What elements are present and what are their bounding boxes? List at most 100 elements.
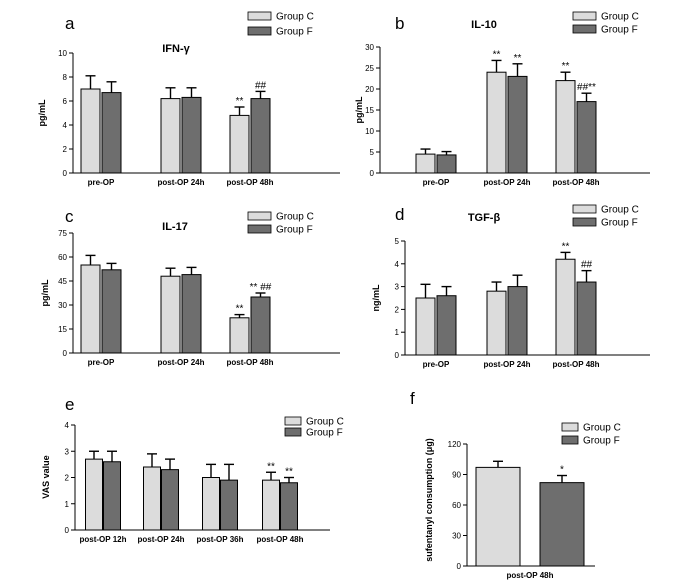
bar-group-c bbox=[486, 290, 507, 356]
legend-label: Group C bbox=[306, 417, 344, 428]
legend-swatch-group-c bbox=[572, 204, 597, 214]
y-tick-label: 6 bbox=[63, 97, 68, 106]
y-tick-label: 60 bbox=[58, 253, 67, 262]
significance-marker: ** bbox=[236, 96, 244, 107]
panel-letter: f bbox=[410, 389, 415, 408]
y-tick-label: 2 bbox=[63, 145, 68, 154]
bar-group-f bbox=[436, 295, 457, 356]
x-category-label: post-OP 24h bbox=[484, 178, 531, 187]
legend-swatch-group-c bbox=[572, 11, 597, 21]
legend-label: Group C bbox=[276, 12, 314, 23]
y-tick-label: 15 bbox=[58, 325, 67, 334]
chart-title: TGF-β bbox=[468, 212, 501, 224]
chart-panel-f: f Group C Group F 0 30 60 90 120 sufentanyl cons… bbox=[410, 389, 621, 580]
y-tick-label: 0 bbox=[370, 169, 375, 178]
chart-title: IL-17 bbox=[162, 221, 188, 233]
x-category-label: post-OP 24h bbox=[138, 535, 185, 544]
y-tick-label: 10 bbox=[365, 127, 374, 136]
legend-swatch-group-f bbox=[572, 24, 597, 34]
chart-title: IL-10 bbox=[471, 19, 497, 31]
chart-panel-a: a IFN-γ Group C Group F 0 2 4 6 8 10 pg/mL pre-OP po… bbox=[37, 11, 340, 187]
significance-marker: * bbox=[560, 465, 564, 476]
y-tick-label: 15 bbox=[365, 106, 374, 115]
bar-group-c bbox=[160, 98, 181, 174]
x-category-label: post-OP 48h bbox=[227, 178, 274, 187]
y-tick-label: 0 bbox=[395, 351, 400, 360]
bar-group-c bbox=[143, 466, 161, 531]
y-tick-label: 4 bbox=[63, 121, 68, 130]
y-axis-label: ng/mL bbox=[371, 284, 381, 311]
y-tick-label: 2 bbox=[395, 305, 400, 314]
y-tick-label: 1 bbox=[65, 500, 70, 509]
significance-marker: ** bbox=[285, 467, 293, 478]
y-tick-label: 4 bbox=[395, 260, 400, 269]
legend-label: Group F bbox=[306, 428, 343, 439]
y-tick-label: 8 bbox=[63, 73, 68, 82]
bar-group-c bbox=[160, 275, 181, 354]
bar-group-f bbox=[576, 101, 597, 174]
y-tick-label: 3 bbox=[395, 283, 400, 292]
panel-letter: e bbox=[65, 395, 74, 414]
y-tick-label: 25 bbox=[365, 64, 374, 73]
y-axis-label: VAS value bbox=[41, 455, 51, 498]
chart-panel-d: d TGF-β Group C Group F 0 1 2 3 4 5 ng/mL pre-OP pos… bbox=[371, 204, 650, 369]
x-category-label: post-OP 48h bbox=[227, 358, 274, 367]
y-tick-label: 0 bbox=[63, 169, 68, 178]
bar-group-c bbox=[85, 458, 103, 531]
bar-group-f bbox=[280, 482, 298, 531]
x-category-label: post-OP 24h bbox=[484, 360, 531, 369]
legend-label: Group C bbox=[276, 212, 314, 223]
bar-group-f bbox=[250, 296, 271, 354]
significance-marker: ** bbox=[267, 461, 275, 472]
y-tick-label: 0 bbox=[63, 349, 68, 358]
significance-marker: ** bbox=[493, 49, 501, 60]
x-category-label: post-OP 24h bbox=[158, 358, 205, 367]
bar-group-f bbox=[220, 479, 238, 531]
y-tick-label: 4 bbox=[65, 421, 70, 430]
bar-group-c bbox=[415, 153, 436, 174]
y-tick-label: 30 bbox=[365, 43, 374, 52]
legend-swatch-group-c bbox=[284, 416, 302, 426]
bar-group-c bbox=[262, 479, 280, 531]
bar-group-c bbox=[202, 477, 220, 531]
bar-group-c bbox=[80, 88, 101, 174]
legend-swatch-group-f bbox=[561, 435, 579, 445]
bar-group-f bbox=[539, 482, 585, 567]
legend-label: Group C bbox=[601, 205, 639, 216]
significance-marker: ##** bbox=[577, 82, 596, 93]
chart-panel-b: b IL-10 Group C Group F 0 5 10 15 20 25 30 pg/mL pre… bbox=[354, 11, 650, 187]
x-category-label: pre-OP bbox=[423, 178, 450, 187]
bar-group-c bbox=[80, 264, 101, 354]
significance-marker: ## bbox=[255, 80, 267, 91]
y-tick-label: 5 bbox=[395, 237, 400, 246]
legend-swatch-group-c bbox=[247, 211, 272, 221]
y-tick-label: 0 bbox=[457, 562, 462, 571]
legend-swatch-group-c bbox=[247, 11, 272, 21]
legend-swatch-group-f bbox=[247, 224, 272, 234]
bar-group-f bbox=[161, 469, 179, 531]
bar-group-c bbox=[229, 114, 250, 174]
legend-label: Group F bbox=[276, 225, 313, 236]
chart-panel-c: c IL-17 Group C Group F 0 15 30 45 60 75 pg/mL pre-… bbox=[40, 207, 340, 367]
bar-group-c bbox=[415, 297, 436, 356]
legend-swatch-group-c bbox=[561, 422, 579, 432]
y-tick-label: 45 bbox=[58, 277, 67, 286]
y-tick-label: 3 bbox=[65, 447, 70, 456]
bar-group-f bbox=[507, 75, 528, 174]
bar-group-f bbox=[181, 96, 202, 174]
significance-marker: ** bbox=[562, 61, 570, 72]
y-tick-label: 120 bbox=[448, 440, 462, 449]
legend-label: Group F bbox=[276, 27, 313, 38]
y-tick-label: 20 bbox=[365, 85, 374, 94]
legend-swatch-group-f bbox=[247, 26, 272, 36]
y-tick-label: 90 bbox=[452, 471, 461, 480]
y-axis-label: sufentanyl consumption (μg) bbox=[424, 438, 434, 562]
legend-swatch-group-f bbox=[572, 217, 597, 227]
x-category-label: post-OP 48h bbox=[553, 360, 600, 369]
bar-group-c bbox=[486, 71, 507, 174]
y-tick-label: 10 bbox=[58, 49, 67, 58]
panel-letter: d bbox=[395, 205, 404, 224]
y-tick-label: 30 bbox=[452, 532, 461, 541]
